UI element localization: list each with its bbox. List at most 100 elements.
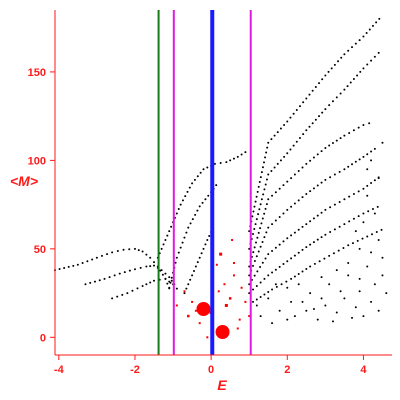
curve-point-11 xyxy=(312,241,315,244)
curve-point-9 xyxy=(263,236,266,239)
curve-point-10 xyxy=(343,198,346,201)
curve-point-5 xyxy=(185,287,188,290)
curve-point-8 xyxy=(324,147,327,149)
curve-point-4 xyxy=(170,276,173,279)
curve-point-12 xyxy=(323,257,326,260)
curve-point-8 xyxy=(260,222,263,225)
scatter-point xyxy=(339,290,342,293)
curve-point-1 xyxy=(149,265,152,268)
curve-point-3 xyxy=(175,212,178,215)
x-tick-label: -2 xyxy=(130,364,140,376)
red-marker xyxy=(196,302,211,316)
curve-point-7 xyxy=(248,247,251,250)
curve-point-0 xyxy=(100,254,103,257)
curve-point-2 xyxy=(149,281,152,284)
curve-point-6 xyxy=(333,63,336,66)
curve-point-10 xyxy=(256,270,259,273)
curve-point-4 xyxy=(189,222,192,225)
scatter-point xyxy=(301,300,304,303)
curve-point-11 xyxy=(376,205,379,208)
curve-point-11 xyxy=(309,243,312,246)
curve-point-9 xyxy=(312,187,315,190)
scatter-point xyxy=(354,230,357,233)
scatter-point xyxy=(290,300,293,303)
curve-point-6 xyxy=(264,156,267,159)
curve-point-3 xyxy=(244,151,247,154)
scatter-point xyxy=(354,306,357,309)
curve-point-3 xyxy=(196,175,199,178)
scatter-point xyxy=(335,269,338,272)
curve-point-12 xyxy=(347,244,350,247)
curve-point-10 xyxy=(253,274,256,277)
curve-point-2 xyxy=(121,293,124,296)
curve-point-3 xyxy=(213,162,216,165)
curve-point-3 xyxy=(170,225,173,228)
scatter-point xyxy=(347,262,350,264)
curve-point-7 xyxy=(331,100,334,103)
curve-point-1 xyxy=(98,279,101,282)
scatter-point xyxy=(259,315,262,318)
y-tick-label: 0 xyxy=(40,332,46,344)
scatter-point xyxy=(324,304,327,307)
curve-point-12 xyxy=(328,254,331,257)
curve-point-4 xyxy=(177,251,180,254)
curve-point-8 xyxy=(368,122,371,125)
curve-point-7 xyxy=(263,188,266,191)
curve-point-8 xyxy=(357,126,360,129)
curve-point-8 xyxy=(290,177,293,180)
curve-point-3 xyxy=(184,195,187,198)
curve-point-7 xyxy=(339,92,342,95)
curve-point-7 xyxy=(377,51,380,54)
scatter-point xyxy=(370,251,373,254)
curve-point-4 xyxy=(174,261,177,264)
curve-point-0 xyxy=(137,249,140,252)
curve-point-6 xyxy=(324,74,327,77)
curve-point-9 xyxy=(293,202,296,205)
curve-point-6 xyxy=(257,185,260,188)
curve-point-8 xyxy=(339,137,342,140)
curve-point-9 xyxy=(373,147,376,150)
curve-point-6 xyxy=(308,93,311,96)
curve-point-7 xyxy=(308,125,311,128)
curve-point-3 xyxy=(186,190,189,193)
curve-point-6 xyxy=(327,70,330,73)
curve-point-9 xyxy=(366,153,369,156)
curve-point-11 xyxy=(252,288,255,291)
curve-point-11 xyxy=(290,257,293,260)
curve-point-9 xyxy=(278,216,281,218)
curve-point-10 xyxy=(290,234,293,237)
curve-point-7 xyxy=(259,203,262,206)
curve-point-4 xyxy=(198,205,201,208)
red-marker xyxy=(240,286,243,289)
y-tick-label: 150 xyxy=(28,67,46,79)
scatter-point xyxy=(320,297,323,300)
curve-point-9 xyxy=(354,160,357,163)
curve-point-3 xyxy=(229,159,232,162)
curve-point-1 xyxy=(133,268,136,271)
red-marker xyxy=(223,283,226,286)
curve-point-0 xyxy=(111,251,114,254)
curve-point-11 xyxy=(316,238,319,241)
curve-point-10 xyxy=(278,243,281,246)
curve-point-11 xyxy=(357,215,360,218)
curve-point-9 xyxy=(347,165,350,168)
curve-point-6 xyxy=(283,124,286,126)
curve-point-12 xyxy=(309,265,312,268)
curve-point-11 xyxy=(267,274,270,277)
curve-point-6 xyxy=(318,82,321,85)
curve-point-7 xyxy=(298,136,301,139)
curve-point-11 xyxy=(371,208,374,211)
curve-point-6 xyxy=(252,210,255,213)
curve-point-11 xyxy=(329,231,332,234)
curve-point-12 xyxy=(263,293,266,296)
curve-point-10 xyxy=(348,195,351,198)
curve-point-6 xyxy=(368,28,371,31)
curve-point-6 xyxy=(286,120,289,123)
scatter-point xyxy=(335,311,338,314)
curve-point-8 xyxy=(261,217,264,220)
curve-point-9 xyxy=(267,226,270,229)
curve-point-12 xyxy=(255,298,258,301)
curve-point-10 xyxy=(357,190,360,193)
curve-point-1 xyxy=(93,280,96,283)
